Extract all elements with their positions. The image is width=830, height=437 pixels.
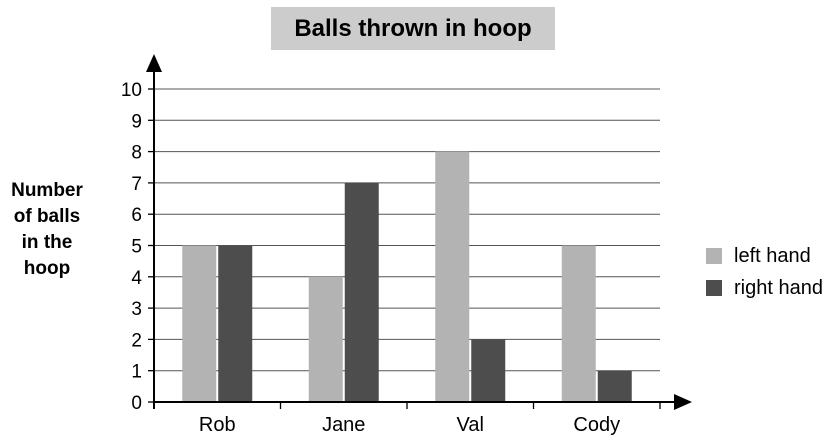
legend-label: left hand xyxy=(734,244,811,267)
y-tick-label: 8 xyxy=(131,143,142,164)
legend-swatch-right-hand xyxy=(706,280,722,296)
bar-right-hand-jane xyxy=(344,182,379,402)
y-tick-label: 0 xyxy=(131,393,142,414)
y-tick-label: 3 xyxy=(131,299,142,320)
y-tick-label: 5 xyxy=(131,237,142,258)
x-tick-label: Val xyxy=(457,414,484,436)
y-tick-label: 1 xyxy=(131,362,142,383)
y-tick-label: 9 xyxy=(131,111,142,132)
chart-title: Balls thrown in hoop xyxy=(271,7,555,50)
bar-right-hand-cody xyxy=(597,370,632,402)
bar-left-hand-jane xyxy=(308,276,343,402)
x-tick-label: Rob xyxy=(199,414,236,436)
legend-swatch-left-hand xyxy=(706,248,722,264)
bar-right-hand-rob xyxy=(218,245,253,402)
bar-left-hand-rob xyxy=(182,245,217,402)
legend-item-right-hand: right hand xyxy=(706,272,823,304)
x-tick-label: Cody xyxy=(573,414,620,436)
y-tick-label: 4 xyxy=(131,268,142,289)
x-axis-arrow xyxy=(674,394,692,410)
y-tick-label: 7 xyxy=(131,174,142,195)
legend: left hand right hand xyxy=(706,240,823,304)
y-axis-label-line: hoop xyxy=(23,258,71,279)
bar-left-hand-val xyxy=(435,151,470,402)
x-tick-label: Jane xyxy=(322,414,365,436)
y-axis-label-line: in the xyxy=(21,232,73,253)
y-axis-arrow xyxy=(146,54,162,72)
y-tick-label: 2 xyxy=(131,330,142,351)
y-axis-label: Number of balls in the hoop xyxy=(4,178,90,282)
y-axis-label-line: of balls xyxy=(13,206,81,227)
y-axis-label-line: Number xyxy=(11,180,83,201)
legend-label: right hand xyxy=(734,276,823,299)
legend-item-left-hand: left hand xyxy=(706,240,823,272)
y-tick-label: 10 xyxy=(121,80,142,101)
y-tick-label: 6 xyxy=(131,205,142,226)
bar-right-hand-val xyxy=(471,339,506,402)
bar-left-hand-cody xyxy=(561,245,596,402)
